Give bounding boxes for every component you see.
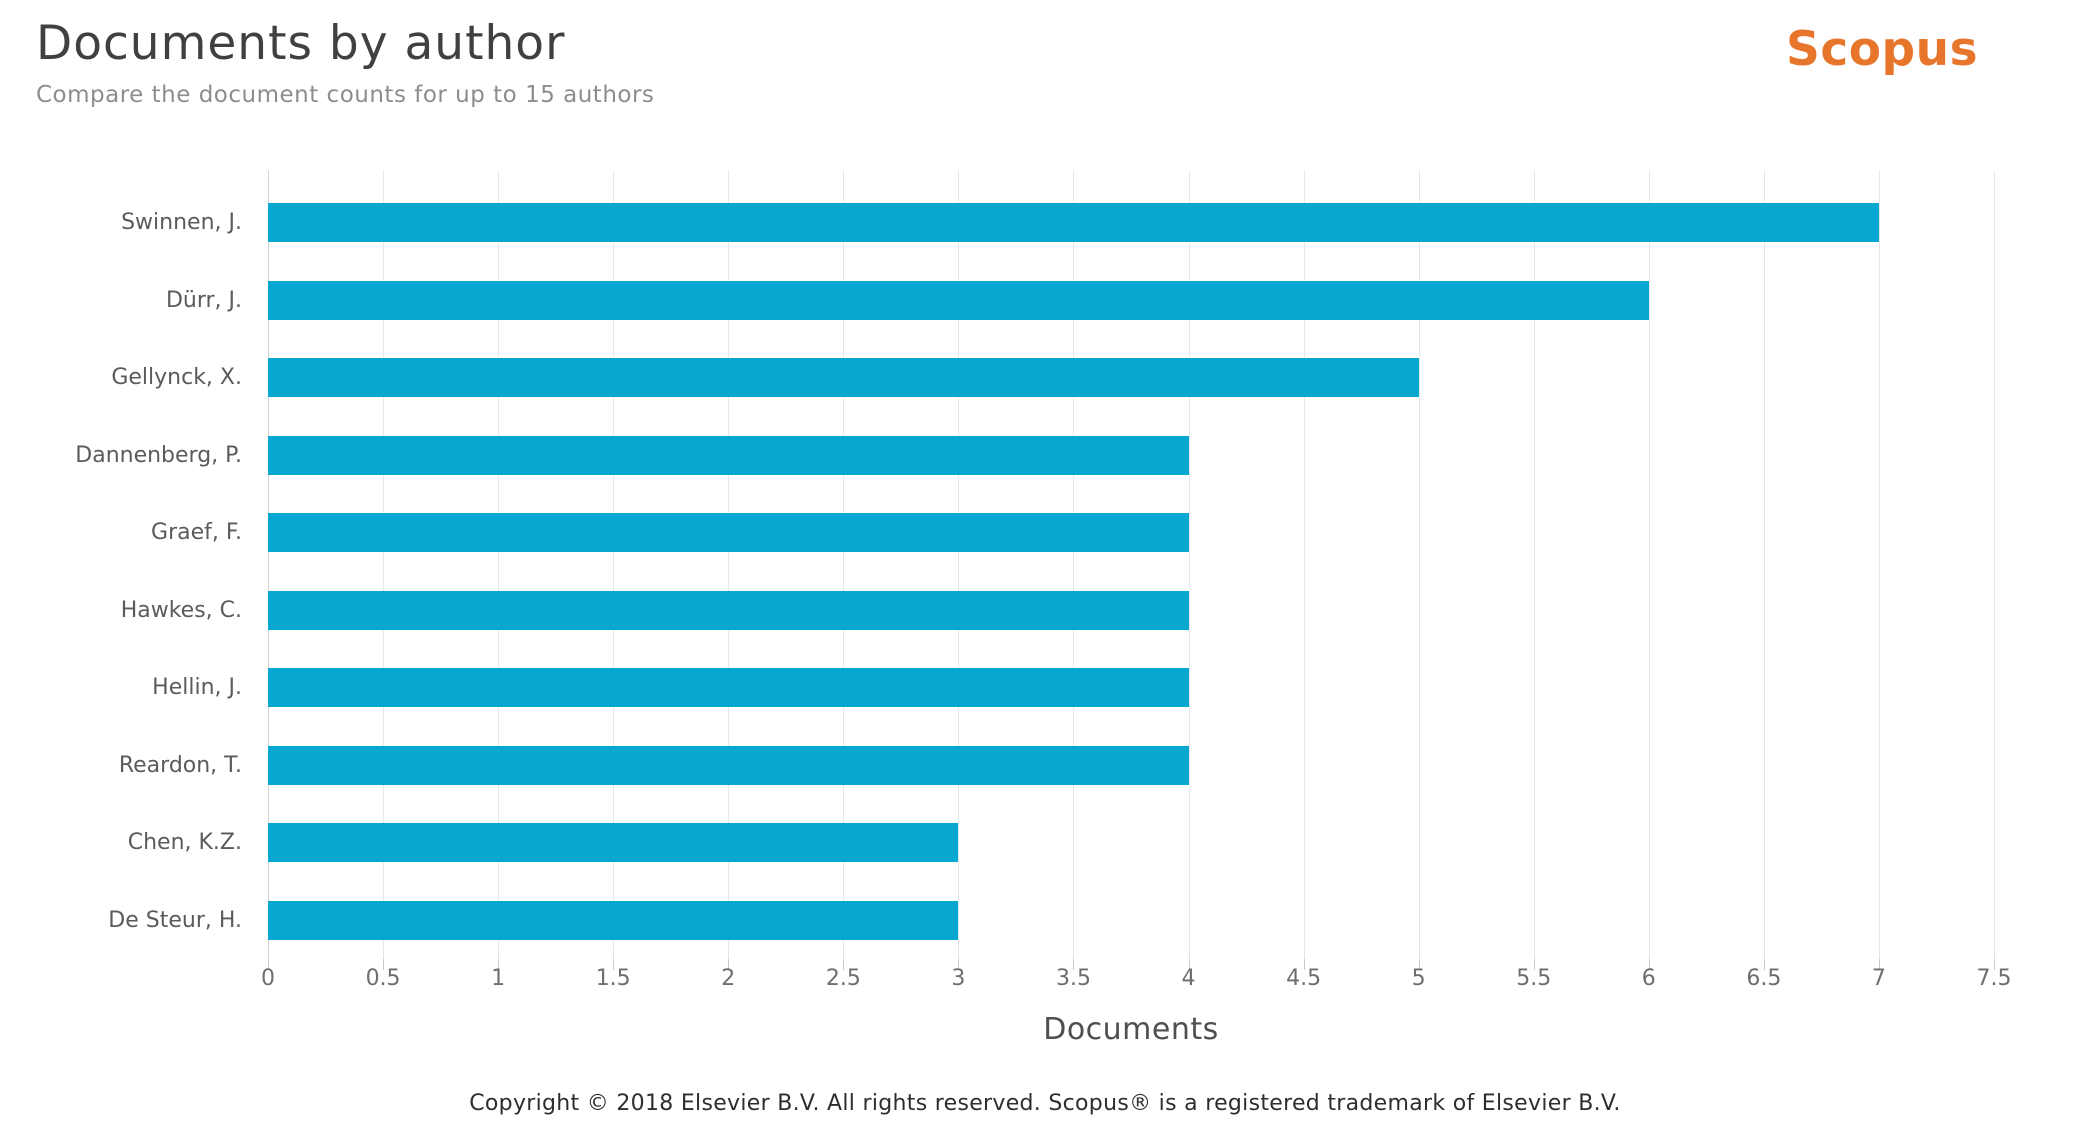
- document-count-bar[interactable]: [268, 435, 1189, 475]
- tick-label-0.5: 0.5: [365, 966, 401, 991]
- author-row: Dannenberg, P.: [0, 417, 2090, 495]
- tick-label-1: 1: [491, 966, 506, 991]
- document-count-bar[interactable]: [268, 358, 1419, 398]
- tick-label-5: 5: [1411, 966, 1426, 991]
- bar-track: [268, 513, 1994, 553]
- tick-label-7: 7: [1871, 966, 1886, 991]
- gridline-x-3: [958, 170, 960, 959]
- gridline-x-6: [1648, 170, 1650, 959]
- tick-mark-6.5: [1763, 959, 1765, 970]
- author-label: De Steur, H.: [108, 907, 242, 933]
- bar-track: [268, 203, 1994, 243]
- tick-mark-5.5: [1533, 959, 1535, 970]
- author-row: De Steur, H.: [0, 882, 2090, 960]
- tick-mark-5: [1418, 959, 1420, 970]
- author-row: Reardon, T.: [0, 727, 2090, 805]
- bar-track: [268, 668, 1994, 708]
- gridline-x-0.5: [383, 170, 385, 959]
- document-count-bar[interactable]: [268, 513, 1189, 553]
- author-label: Graef, F.: [151, 520, 242, 546]
- gridline-x-6.5: [1763, 170, 1765, 959]
- x-axis-tick-labels: 0 0.5 1 1.5 2 2.5 3 3.5 4 4.5 5 5.5 6 6.5 7 7.5: [261, 966, 2012, 996]
- bar-track: [268, 435, 1994, 475]
- author-row: Swinnen, J.: [0, 184, 2090, 262]
- bar-track: [268, 590, 1994, 630]
- bar-track: [268, 823, 1994, 863]
- tick-mark-6: [1648, 959, 1650, 970]
- author-label: Reardon, T.: [118, 752, 242, 778]
- tick-mark-0: [268, 959, 269, 970]
- tick-mark-0.5: [383, 959, 385, 970]
- scopus-logo[interactable]: Scopus: [1786, 22, 1979, 77]
- gridline-x-5: [1418, 170, 1420, 959]
- bar-rows: Swinnen, J. Dürr, J. Gellynck, X. Dannenber…: [0, 184, 2090, 959]
- tick-label-6: 6: [1641, 966, 1656, 991]
- tick-mark-4.5: [1303, 959, 1305, 970]
- y-axis-line: [268, 170, 269, 959]
- gridline-x-1.5: [613, 170, 615, 959]
- tick-label-4: 4: [1181, 966, 1196, 991]
- x-axis-title: Documents: [1043, 1012, 1219, 1047]
- document-count-bar[interactable]: [268, 900, 959, 940]
- tick-mark-2.5: [843, 959, 845, 970]
- tick-label-5.5: 5.5: [1516, 966, 1552, 991]
- author-label: Gellynck, X.: [111, 365, 242, 391]
- tick-mark-7: [1878, 959, 1880, 970]
- gridline-x-1: [498, 170, 500, 959]
- gridline-x-7.5: [1994, 170, 1995, 959]
- author-row: Hawkes, C.: [0, 572, 2090, 650]
- tick-label-0: 0: [261, 966, 275, 991]
- tick-mark-1: [498, 959, 500, 970]
- plot-gridlines: [268, 170, 1995, 959]
- author-label: Dürr, J.: [165, 287, 242, 313]
- page-title: Documents by author: [36, 16, 566, 71]
- document-count-bar[interactable]: [268, 668, 1189, 708]
- bar-track: [268, 900, 1994, 940]
- copyright-notice: Copyright © 2018 Elsevier B.V. All right…: [469, 1091, 1621, 1116]
- author-label: Chen, K.Z.: [127, 830, 242, 856]
- tick-label-1.5: 1.5: [595, 966, 631, 991]
- gridline-x-3.5: [1073, 170, 1075, 959]
- tick-label-6.5: 6.5: [1746, 966, 1782, 991]
- document-count-bar[interactable]: [268, 823, 959, 863]
- author-row: Graef, F.: [0, 494, 2090, 572]
- bar-track: [268, 745, 1994, 785]
- author-row: Hellin, J.: [0, 649, 2090, 727]
- document-count-bar[interactable]: [268, 745, 1189, 785]
- tick-mark-1.5: [613, 959, 615, 970]
- author-label: Dannenberg, P.: [75, 442, 242, 468]
- tick-label-4.5: 4.5: [1286, 966, 1322, 991]
- document-count-bar[interactable]: [268, 203, 1879, 243]
- page-subtitle: Compare the document counts for up to 15…: [36, 82, 655, 108]
- x-axis-ticks: [268, 959, 1995, 970]
- tick-mark-7.5: [1994, 959, 1995, 970]
- author-row: Chen, K.Z.: [0, 804, 2090, 882]
- gridline-x-4: [1188, 170, 1190, 959]
- bar-track: [268, 280, 1994, 320]
- gridline-x-5.5: [1533, 170, 1535, 959]
- gridline-x-2.5: [843, 170, 845, 959]
- tick-label-3.5: 3.5: [1055, 966, 1091, 991]
- author-row: Dürr, J.: [0, 262, 2090, 340]
- author-label: Swinnen, J.: [121, 210, 242, 236]
- author-row: Gellynck, X.: [0, 339, 2090, 417]
- gridline-x-7: [1878, 170, 1880, 959]
- document-count-bar[interactable]: [268, 280, 1649, 320]
- author-label: Hawkes, C.: [120, 597, 242, 623]
- tick-mark-2: [728, 959, 730, 970]
- tick-label-3: 3: [951, 966, 966, 991]
- tick-label-7.5: 7.5: [1976, 966, 2012, 991]
- bar-track: [268, 358, 1994, 398]
- gridline-x-4.5: [1303, 170, 1305, 959]
- gridline-x-2: [728, 170, 730, 959]
- tick-mark-3: [958, 959, 960, 970]
- tick-mark-4: [1188, 959, 1190, 970]
- tick-mark-3.5: [1073, 959, 1075, 970]
- document-count-bar[interactable]: [268, 590, 1189, 630]
- tick-label-2: 2: [721, 966, 736, 991]
- tick-label-2.5: 2.5: [825, 966, 861, 991]
- author-label: Hellin, J.: [152, 675, 242, 701]
